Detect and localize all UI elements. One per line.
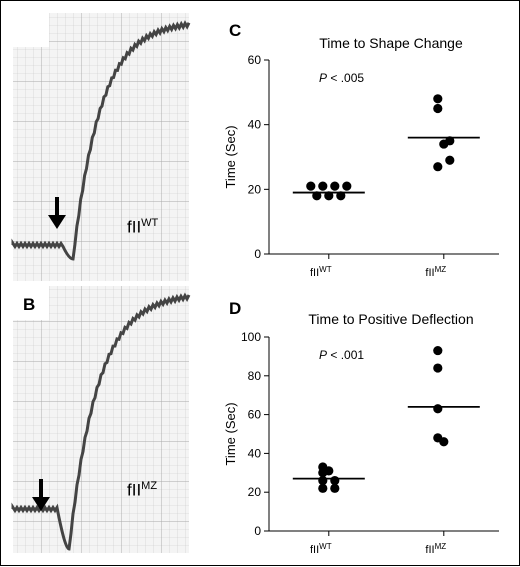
chart-c-point <box>433 103 443 114</box>
trace-a-grid <box>13 13 189 281</box>
chart-d-title: Time to Positive Deflection <box>308 311 474 327</box>
chart-c-y-tick-label: 20 <box>248 182 262 196</box>
chart-c-y-tick-label: 0 <box>254 247 261 261</box>
chart-d-p-value: < .001 <box>330 348 365 362</box>
chart-d-y-tick-label: 20 <box>248 485 262 499</box>
chart-d-y-tick-label: 80 <box>248 369 262 383</box>
panel-letter-d: D <box>229 299 242 318</box>
chart-d-y-label: Time (Sec) <box>223 402 238 465</box>
trace-a-label-main: fII <box>127 217 142 237</box>
chart-c-p-value: < .005 <box>330 71 365 85</box>
panel-letter-b: B <box>23 295 36 314</box>
chart-d-point <box>318 462 328 472</box>
chart-c-point <box>445 155 455 165</box>
chart-d-point <box>433 433 443 443</box>
chart-d-point <box>330 483 340 493</box>
trace-b-label-main: fII <box>127 480 142 500</box>
trace-a-label: fIIWT <box>127 217 158 238</box>
trace-b-arrow-head <box>32 497 50 511</box>
panel-letter-c: C <box>229 21 242 40</box>
chart-c-x-tick-label: fIIWT <box>310 265 332 279</box>
trace-b-label: fIIMZ <box>127 480 157 501</box>
chart-d-p-label: P <box>319 348 328 362</box>
chart-d-y-tick-label: 60 <box>248 408 262 422</box>
chart-c-point <box>318 181 328 191</box>
chart-c-point <box>324 191 334 201</box>
trace-a-arrow-head <box>48 215 66 229</box>
trace-a-label-sup: WT <box>141 217 159 229</box>
chart-c-point <box>433 94 443 104</box>
chart-c-p-label: P <box>319 71 328 85</box>
chart-d-x-tick-label: fIIWT <box>310 542 332 556</box>
chart-c-point <box>433 162 443 172</box>
chart-c-y-tick-label: 60 <box>248 53 262 67</box>
chart-d-point <box>330 475 340 486</box>
chart-c-x-tick-label: fIIMZ <box>425 265 446 279</box>
chart-d-y-tick-label: 40 <box>248 446 262 460</box>
chart-d-y-tick-label: 100 <box>241 330 261 344</box>
chart-c-point <box>330 181 340 191</box>
chart-d-point <box>433 404 443 414</box>
chart-d-point <box>433 345 443 356</box>
chart-c-point <box>445 136 455 146</box>
chart-d-x-tick-label: fIIMZ <box>425 542 446 556</box>
trace-b-notch <box>13 286 49 320</box>
chart-c-point <box>336 191 346 201</box>
chart-c-point <box>342 181 352 191</box>
chart-c-title: Time to Shape Change <box>319 35 463 51</box>
chart-c-point <box>306 181 316 191</box>
chart-d-point <box>433 363 443 373</box>
chart-c-y-label: Time (Sec) <box>223 125 238 188</box>
trace-b-label-sup: MZ <box>141 480 158 492</box>
chart-d-point <box>318 483 328 493</box>
chart-c-point <box>312 191 322 201</box>
chart-c-y-tick-label: 40 <box>248 118 262 132</box>
chart-d-y-tick-label: 0 <box>254 524 261 538</box>
trace-a-notch <box>13 13 49 47</box>
trace-a-curve <box>11 20 191 261</box>
chart-c-pvalue: P < .005 <box>319 71 364 85</box>
chart-d-pvalue: P < .001 <box>319 348 364 362</box>
